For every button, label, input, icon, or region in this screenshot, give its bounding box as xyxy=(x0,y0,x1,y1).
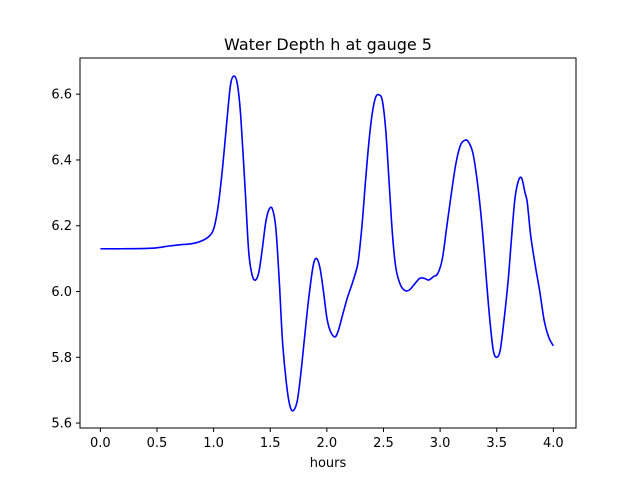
x-tick-label: 2.0 xyxy=(317,436,338,451)
series-layer xyxy=(100,75,555,412)
y-tick-label: 6.2 xyxy=(51,219,72,234)
x-tick-label: 2.5 xyxy=(373,436,394,451)
x-tick-label: 1.5 xyxy=(260,436,281,451)
x-tick-label: 3.0 xyxy=(430,436,451,451)
y-tick-label: 6.4 xyxy=(51,153,72,168)
x-axis-label: hours xyxy=(310,456,347,471)
x-tick-label: 0.5 xyxy=(147,436,168,451)
x-tick-label: 0.0 xyxy=(90,436,111,451)
x-tick-label: 3.5 xyxy=(486,436,507,451)
x-tick-label: 1.0 xyxy=(203,436,224,451)
x-axis: 0.0 0.5 1.0 1.5 2.0 2.5 3.0 3.5 4.0 xyxy=(90,428,564,451)
series-line xyxy=(100,75,555,412)
x-tick-label: 4.0 xyxy=(543,436,564,451)
plot-frame xyxy=(79,57,577,429)
y-tick-label: 6.6 xyxy=(51,88,72,103)
y-axis: 5.6 5.8 6.0 6.2 6.4 6.6 xyxy=(51,88,80,432)
plot-area xyxy=(79,57,577,429)
y-tick-label: 6.0 xyxy=(51,285,72,300)
chart-title: Water Depth h at gauge 5 xyxy=(224,35,432,54)
y-tick-label: 5.6 xyxy=(51,417,72,432)
y-tick-label: 5.8 xyxy=(51,351,72,366)
